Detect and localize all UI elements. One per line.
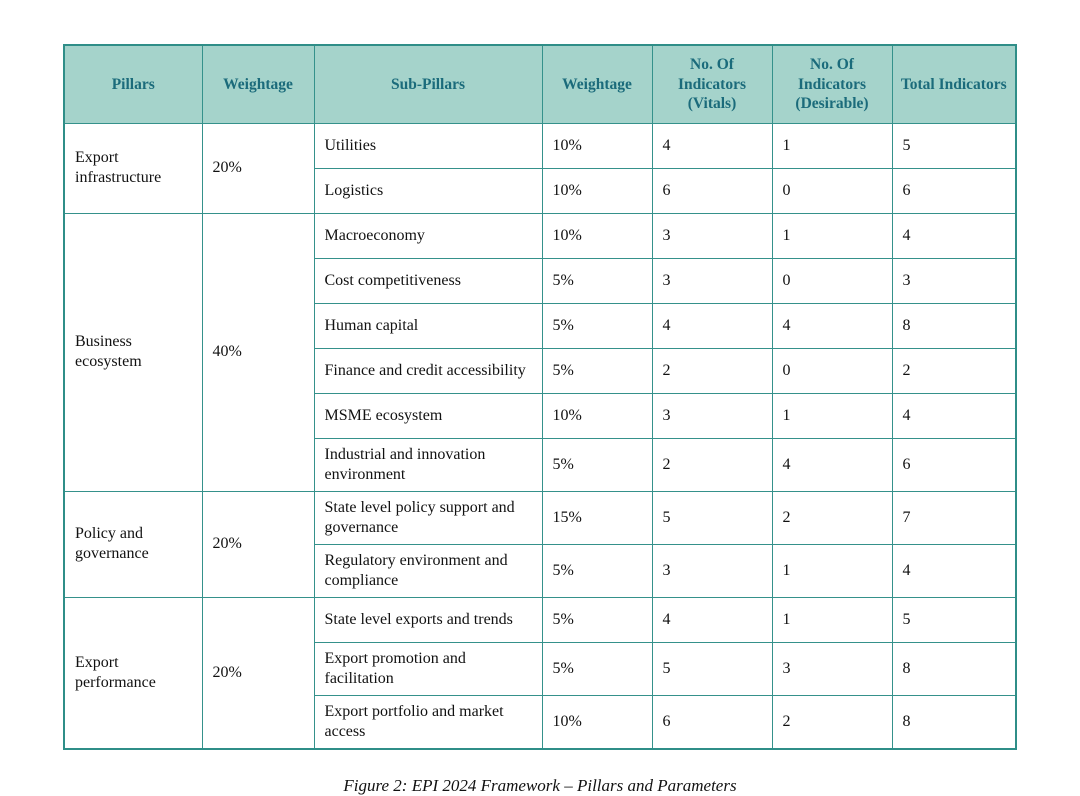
desirable-cell: 0 (771, 257, 893, 304)
pillar-weightage-cell: 20% (201, 490, 315, 598)
col-header-sub-pillars: Sub-Pillars (313, 44, 543, 124)
vitals-cell: 3 (651, 212, 773, 259)
desirable-cell: 1 (771, 122, 893, 169)
sub-weightage-cell: 10% (541, 122, 653, 169)
sub-pillar-cell: State level policy support and governanc… (313, 490, 543, 545)
desirable-cell: 1 (771, 212, 893, 259)
sub-weightage-cell: 5% (541, 543, 653, 598)
figure-caption: Figure 2: EPI 2024 Framework – Pillars a… (343, 775, 737, 795)
vitals-cell: 4 (651, 122, 773, 169)
desirable-cell: 1 (771, 543, 893, 598)
col-header-weightage: Weightage (201, 44, 315, 124)
vitals-cell: 4 (651, 596, 773, 643)
sub-pillar-cell: Finance and credit accessibility (313, 347, 543, 394)
sub-pillar-cell: Cost competitiveness (313, 257, 543, 304)
document-page: Pillars Weightage Sub-Pillars Weightage … (63, 44, 1017, 795)
vitals-cell: 3 (651, 392, 773, 439)
table-row: Logistics 10% 6 0 6 (64, 167, 1017, 214)
pillar-cell: Export infrastructure (63, 122, 203, 214)
desirable-cell: 3 (771, 641, 893, 696)
desirable-cell: 4 (771, 437, 893, 492)
sub-pillar-cell: Logistics (313, 167, 543, 214)
col-header-total-indicators: Total Indicators (891, 44, 1017, 124)
total-cell: 6 (891, 167, 1017, 214)
sub-weightage-cell: 5% (541, 641, 653, 696)
col-header-indicators-vitals: No. Of Indicators (Vitals) (651, 44, 773, 124)
total-cell: 3 (891, 257, 1017, 304)
vitals-cell: 3 (651, 257, 773, 304)
sub-pillar-cell: Export portfolio and market access (313, 694, 543, 749)
sub-weightage-cell: 10% (541, 392, 653, 439)
sub-weightage-cell: 5% (541, 302, 653, 349)
sub-weightage-cell: 15% (541, 490, 653, 545)
desirable-cell: 0 (771, 167, 893, 214)
total-cell: 7 (891, 490, 1017, 545)
col-header-indicators-desirable: No. Of Indicators (Desirable) (771, 44, 893, 124)
sub-weightage-cell: 10% (541, 167, 653, 214)
table-row: Export infrastructure 20% Utilities 10% … (63, 122, 1017, 214)
pillar-weightage-cell: 20% (201, 596, 315, 749)
desirable-cell: 2 (771, 490, 893, 545)
sub-weightage-cell: 10% (541, 212, 653, 259)
pillar-weightage-cell: 20% (201, 122, 315, 214)
pillar-cell: Policy and governance (63, 490, 203, 598)
vitals-cell: 4 (651, 302, 773, 349)
vitals-cell: 5 (651, 641, 773, 696)
total-cell: 8 (891, 694, 1017, 749)
desirable-cell: 4 (771, 302, 893, 349)
sub-pillar-cell: MSME ecosystem (313, 392, 543, 439)
total-cell: 2 (891, 347, 1017, 394)
sub-pillar-cell: Human capital (313, 302, 543, 349)
vitals-cell: 6 (651, 167, 773, 214)
sub-weightage-cell: 5% (541, 347, 653, 394)
total-cell: 4 (891, 543, 1017, 598)
total-cell: 5 (891, 122, 1017, 169)
sub-pillar-cell: Regulatory environment and compliance (313, 543, 543, 598)
desirable-cell: 0 (771, 347, 893, 394)
sub-pillar-cell: Industrial and innovation environment (313, 437, 543, 492)
vitals-cell: 2 (651, 437, 773, 492)
pillar-weightage-cell: 40% (201, 212, 315, 492)
table-row: Regulatory environment and compliance 5%… (64, 543, 1017, 598)
sub-weightage-cell: 5% (541, 437, 653, 492)
sub-pillar-cell: Export promotion and facilitation (313, 641, 543, 696)
table-row: Export portfolio and market access 10% 6… (64, 694, 1017, 749)
table-row: Export performance 20% State level expor… (63, 596, 1017, 749)
header-row: Pillars Weightage Sub-Pillars Weightage … (63, 44, 1017, 124)
total-cell: 8 (891, 641, 1017, 696)
total-cell: 8 (891, 302, 1017, 349)
epi-framework-table: Pillars Weightage Sub-Pillars Weightage … (63, 44, 1017, 750)
table-row: MSME ecosystem 10% 3 1 4 (64, 392, 1017, 439)
pillar-cell: Business ecosystem (63, 212, 203, 492)
vitals-cell: 3 (651, 543, 773, 598)
sub-weightage-cell: 5% (541, 257, 653, 304)
sub-weightage-cell: 10% (541, 694, 653, 749)
vitals-cell: 2 (651, 347, 773, 394)
vitals-cell: 6 (651, 694, 773, 749)
total-cell: 5 (891, 596, 1017, 643)
table-row: Business ecosystem 40% Macroeconomy 10% … (63, 212, 1017, 492)
sub-pillar-cell: Macroeconomy (313, 212, 543, 259)
total-cell: 6 (891, 437, 1017, 492)
vitals-cell: 5 (651, 490, 773, 545)
desirable-cell: 1 (771, 596, 893, 643)
total-cell: 4 (891, 212, 1017, 259)
sub-pillar-cell: State level exports and trends (313, 596, 543, 643)
table-row: Industrial and innovation environment 5%… (64, 437, 1017, 492)
table-row: Policy and governance 20% State level po… (63, 490, 1017, 598)
col-header-pillars: Pillars (63, 44, 203, 124)
total-cell: 4 (891, 392, 1017, 439)
pillar-cell: Export performance (63, 596, 203, 749)
desirable-cell: 2 (771, 694, 893, 749)
table-row: Export promotion and facilitation 5% 5 3… (64, 641, 1017, 696)
col-header-sub-weightage: Weightage (541, 44, 653, 124)
sub-weightage-cell: 5% (541, 596, 653, 643)
sub-pillar-cell: Utilities (313, 122, 543, 169)
table-row: Finance and credit accessibility 5% 2 0 … (64, 347, 1017, 394)
desirable-cell: 1 (771, 392, 893, 439)
